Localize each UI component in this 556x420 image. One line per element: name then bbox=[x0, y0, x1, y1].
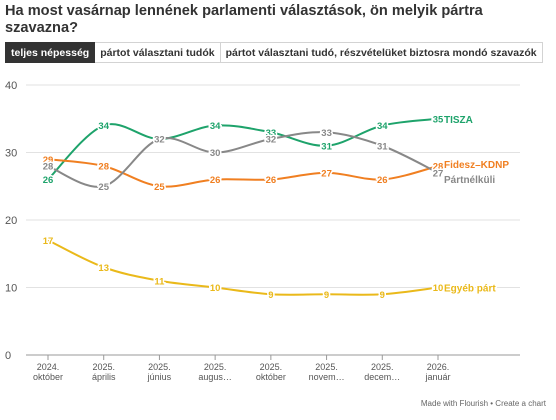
tab-party-choosers[interactable]: pártot választani tudók bbox=[95, 42, 221, 63]
y-tick-label: 20 bbox=[5, 215, 17, 227]
data-label-fidesz-kdnp: 28 bbox=[98, 162, 109, 173]
series-line-fidesz-kdnp bbox=[47, 158, 439, 188]
series-label-pártnélküli: Pártnélküli bbox=[444, 175, 495, 186]
x-tick-label: 2025. bbox=[204, 362, 227, 372]
series-label-egyéb-párt: Egyéb párt bbox=[444, 284, 496, 295]
x-tick-label: 2026. bbox=[427, 362, 450, 372]
data-label-egyéb-párt: 9 bbox=[324, 290, 329, 301]
x-tick-label: október bbox=[256, 372, 286, 382]
series-label-fidesz-kdnp: Fidesz–KDNP bbox=[444, 160, 509, 171]
made-with-flourish-link[interactable]: Made with Flourish bbox=[420, 399, 489, 408]
y-tick-label: 40 bbox=[5, 80, 17, 92]
data-label-tisza: 26 bbox=[43, 175, 54, 186]
data-label-tisza: 33 bbox=[266, 128, 277, 139]
data-label-pártnélküli: 32 bbox=[154, 135, 165, 146]
x-tick-label: 2025. bbox=[92, 362, 115, 372]
y-tick-label: 0 bbox=[5, 350, 11, 362]
x-tick-label: 2025. bbox=[148, 362, 171, 372]
population-tabs: teljes népesség pártot választani tudók … bbox=[5, 42, 543, 63]
data-label-egyéb-párt: 9 bbox=[380, 290, 385, 301]
x-tick-label: augus… bbox=[198, 372, 232, 382]
x-tick-label: január bbox=[424, 372, 450, 382]
data-label-fidesz-kdnp: 29 bbox=[43, 155, 54, 166]
x-tick-label: novem… bbox=[309, 372, 345, 382]
data-label-tisza: 34 bbox=[98, 121, 109, 132]
data-label-tisza: 34 bbox=[377, 121, 388, 132]
data-label-fidesz-kdnp: 26 bbox=[377, 175, 388, 186]
x-tick-label: decem… bbox=[364, 372, 400, 382]
x-tick-label: 2025. bbox=[371, 362, 394, 372]
x-tick-label: 2025. bbox=[260, 362, 283, 372]
x-tick-label: október bbox=[33, 372, 63, 382]
x-tick-label: 2025. bbox=[315, 362, 338, 372]
x-tick-label: 2024. bbox=[37, 362, 60, 372]
data-label-egyéb-párt: 10 bbox=[210, 283, 221, 294]
data-label-pártnélküli: 28 bbox=[43, 162, 54, 173]
series-line-tisza bbox=[47, 117, 439, 181]
data-label-pártnélküli: 32 bbox=[266, 135, 277, 146]
data-label-egyéb-párt: 10 bbox=[433, 283, 444, 294]
data-label-tisza: 35 bbox=[433, 114, 444, 125]
data-label-fidesz-kdnp: 25 bbox=[154, 182, 165, 193]
data-label-egyéb-párt: 11 bbox=[154, 276, 165, 287]
data-label-fidesz-kdnp: 28 bbox=[433, 162, 444, 173]
data-label-pártnélküli: 30 bbox=[210, 148, 221, 159]
series-line-egyéb-párt bbox=[47, 239, 439, 296]
tab-total-population[interactable]: teljes népesség bbox=[5, 42, 96, 63]
footer: Made with Flourish • Create a chart bbox=[421, 399, 546, 408]
data-label-fidesz-kdnp: 26 bbox=[266, 175, 277, 186]
data-label-egyéb-párt: 9 bbox=[268, 290, 273, 301]
y-tick-label: 30 bbox=[5, 148, 17, 160]
data-label-tisza: 32 bbox=[154, 135, 165, 146]
data-label-tisza: 31 bbox=[321, 141, 332, 152]
data-label-pártnélküli: 27 bbox=[433, 168, 444, 179]
data-label-pártnélküli: 33 bbox=[321, 128, 332, 139]
data-label-fidesz-kdnp: 27 bbox=[321, 168, 332, 179]
y-tick-label: 10 bbox=[5, 283, 17, 295]
data-label-egyéb-párt: 13 bbox=[98, 263, 109, 274]
data-label-pártnélküli: 25 bbox=[98, 182, 109, 193]
footer-separator: • bbox=[490, 399, 494, 408]
data-label-egyéb-párt: 17 bbox=[43, 236, 54, 247]
chart-title: Ha most vasárnap lennének parlamenti vál… bbox=[5, 3, 483, 36]
tab-certain-voters[interactable]: pártot választani tudó, részvételüket bi… bbox=[220, 42, 543, 63]
data-label-fidesz-kdnp: 26 bbox=[210, 175, 221, 186]
data-label-tisza: 34 bbox=[210, 121, 221, 132]
x-tick-label: április bbox=[92, 372, 116, 382]
x-tick-label: június bbox=[147, 372, 172, 382]
create-chart-link[interactable]: Create a chart bbox=[495, 399, 546, 408]
data-label-pártnélküli: 31 bbox=[377, 141, 388, 152]
series-label-tisza: TISZA bbox=[444, 115, 473, 126]
series-line-pártnélküli bbox=[47, 131, 439, 188]
